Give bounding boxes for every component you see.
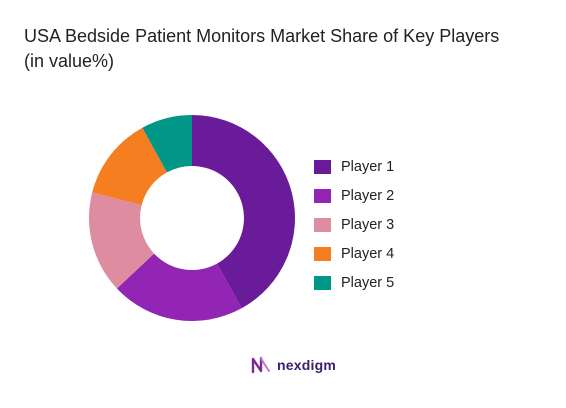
legend-label: Player 2 xyxy=(341,187,395,204)
chart-title-line-1: USA Bedside Patient Monitors Market Shar… xyxy=(24,26,500,46)
legend-swatch xyxy=(314,246,331,261)
legend-swatch xyxy=(314,159,331,174)
brand-name: nexdigm xyxy=(277,357,336,373)
chart-legend: Player 1 Player 2 Player 3 Player 4 Player 5 xyxy=(314,156,394,301)
brand-logo: nexdigm xyxy=(250,354,336,376)
legend-item-player-2: Player 2 xyxy=(314,185,394,206)
chart-title: USA Bedside Patient Monitors Market Shar… xyxy=(24,24,544,74)
slice-player-2 xyxy=(116,253,242,321)
slice-player-3 xyxy=(88,192,155,289)
donut-slices xyxy=(88,115,295,321)
slice-player-4 xyxy=(92,127,167,206)
legend-swatch xyxy=(314,275,331,290)
legend-label: Player 3 xyxy=(341,216,395,233)
legend-item-player-1: Player 1 xyxy=(314,156,394,177)
legend-swatch xyxy=(314,188,331,203)
slice-player-1 xyxy=(192,115,295,309)
legend-swatch xyxy=(314,217,331,232)
legend-label: Player 5 xyxy=(341,274,395,291)
legend-item-player-5: Player 5 xyxy=(314,272,394,293)
legend-item-player-4: Player 4 xyxy=(314,243,394,264)
slice-player-5 xyxy=(142,115,192,173)
nexdigm-logo-icon xyxy=(251,356,270,374)
legend-label: Player 4 xyxy=(341,245,395,262)
legend-item-player-3: Player 3 xyxy=(314,214,394,235)
chart-title-line-2: (in value%) xyxy=(24,51,115,71)
legend-label: Player 1 xyxy=(341,158,395,175)
